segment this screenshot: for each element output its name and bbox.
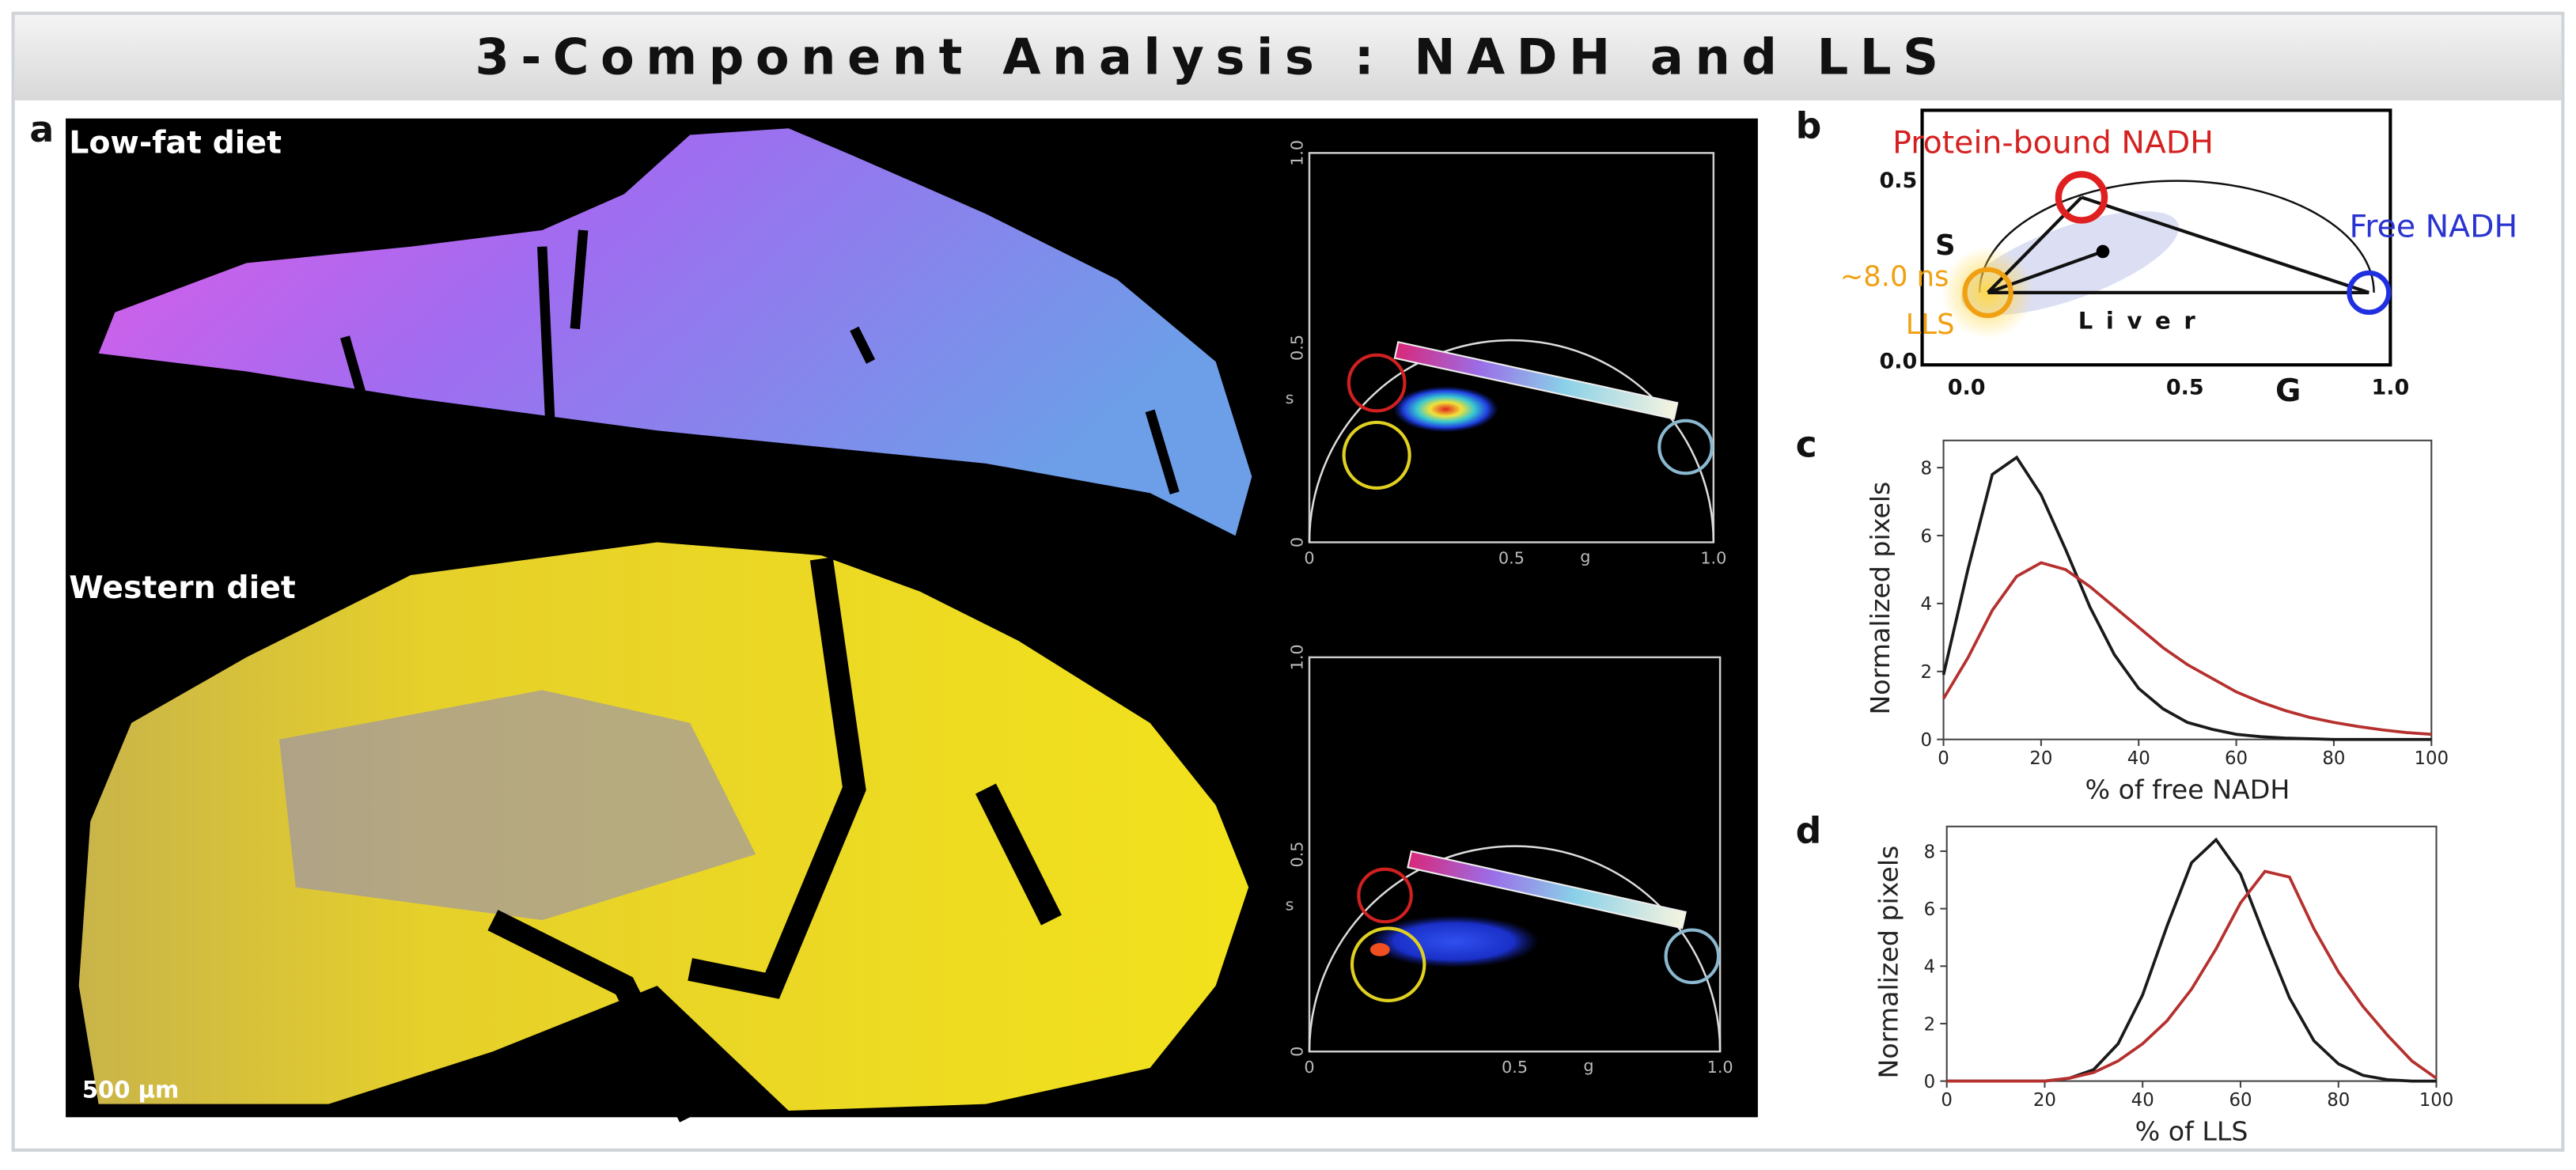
y-tick-label: 8 — [1924, 842, 1936, 862]
y-axis-label: S — [1935, 229, 1955, 262]
marker-circle — [2055, 171, 2108, 224]
y-tick-label: 0 — [1288, 1047, 1307, 1057]
x-axis-label: g — [1580, 547, 1590, 566]
x-tick-label: 1.0 — [1707, 1058, 1733, 1077]
x-tick-label: 20 — [2033, 1090, 2056, 1111]
x-tick-label: 0.5 — [2166, 376, 2204, 400]
x-tick-label: 20 — [2029, 748, 2052, 769]
phasor-peak — [1369, 943, 1390, 956]
y-tick-label: 8 — [1920, 458, 1932, 479]
line-series — [1946, 869, 2438, 1083]
y-tick-label: 1.0 — [1288, 644, 1307, 670]
x-tick-label: 40 — [2131, 1090, 2154, 1111]
phasor-frame — [1308, 152, 1715, 543]
x-tick-label: 60 — [2229, 1090, 2252, 1111]
y-tick-label: 0 — [1288, 537, 1307, 547]
x-tick-label: 1.0 — [2371, 376, 2409, 400]
panel-label: b — [1796, 105, 1822, 147]
annotation: ~8.0 ns — [1840, 261, 1949, 293]
semicircle — [1308, 845, 1722, 1052]
y-tick-label: 0.0 — [1879, 349, 1917, 373]
y-tick-label: 2 — [1924, 1014, 1936, 1035]
tissue-crack — [340, 229, 1180, 495]
header-bar — [14, 14, 2562, 100]
y-tick-label: 0 — [1920, 730, 1932, 751]
y-tick-label: 0 — [1924, 1072, 1936, 1092]
semicircle — [1308, 339, 1715, 543]
marker-circle — [1657, 418, 1714, 475]
x-tick-label: 100 — [2419, 1090, 2454, 1111]
x-tick-label: 0 — [1941, 1090, 1953, 1111]
plot-frame — [1945, 825, 2438, 1082]
x-tick-label: 0.0 — [1948, 376, 1986, 400]
image-label: Western diet — [69, 570, 296, 606]
x-tick-label: 80 — [2327, 1090, 2350, 1111]
annotation: LLS — [1906, 309, 1955, 341]
panel-label: a — [29, 108, 54, 150]
y-tick-label: 0.5 — [1288, 335, 1307, 361]
marker-circle — [1350, 926, 1426, 1002]
y-tick-label: 6 — [1924, 899, 1936, 920]
phasor-cloud — [1368, 914, 1540, 968]
marker-circle — [1962, 267, 2013, 319]
tissue-crack — [487, 557, 1062, 1123]
marker-circle — [1342, 420, 1411, 490]
y-tick-label: 6 — [1920, 526, 1932, 547]
annotation: Free NADH — [2349, 208, 2517, 244]
x-tick-label: 100 — [2414, 748, 2449, 769]
color-bar — [1407, 850, 1687, 930]
marker-circle — [1664, 928, 1721, 985]
panel-label: c — [1796, 424, 1817, 466]
line-series — [1941, 561, 2432, 736]
x-tick-label: 60 — [2225, 748, 2248, 769]
panel-label: d — [1796, 810, 1822, 852]
y-tick-label: 0.5 — [1288, 842, 1307, 868]
x-tick-label: 0.5 — [1502, 1058, 1528, 1077]
y-axis-label: s — [1286, 388, 1294, 407]
x-axis-label: G — [2275, 373, 2301, 409]
x-tick-label: 40 — [2127, 748, 2150, 769]
y-tick-label: 4 — [1920, 594, 1932, 615]
phasor-frame — [1308, 656, 1722, 1053]
annotation: Liver — [2078, 308, 2209, 335]
x-tick-label: 0 — [1304, 549, 1314, 568]
annotation: Protein-bound NADH — [1892, 124, 2214, 161]
y-tick-label: 0.5 — [1879, 168, 1917, 193]
triangle-line — [1987, 195, 2370, 294]
point — [2096, 244, 2110, 259]
x-axis-label: % of LLS — [2135, 1115, 2248, 1146]
tissue-region — [279, 690, 756, 921]
y-tick-label: 2 — [1920, 662, 1932, 683]
tissue-low-fat — [98, 128, 1252, 536]
x-tick-label: 80 — [2322, 748, 2345, 769]
scale-bar-label: 500 µm — [82, 1076, 179, 1103]
figure-title: 3-Component Analysis : NADH and LLS — [475, 28, 1949, 86]
phasor-cloud — [1392, 386, 1498, 433]
marker-circle — [1347, 353, 1407, 413]
color-bar — [1393, 341, 1679, 420]
x-tick-label: 0 — [1938, 748, 1949, 769]
y-axis-label: Normalized pixels — [1865, 482, 1896, 715]
x-tick-label: 1.0 — [1700, 549, 1726, 568]
y-axis-label: Normalized pixels — [1873, 846, 1904, 1079]
marker-circle — [1357, 867, 1413, 924]
y-axis-label: s — [1286, 895, 1294, 914]
y-tick-label: 4 — [1924, 957, 1936, 978]
image-label: Low-fat diet — [69, 124, 282, 161]
x-tick-label: 0.5 — [1498, 549, 1525, 568]
x-axis-label: g — [1583, 1056, 1593, 1075]
line-series — [1941, 455, 2432, 741]
marker-circle — [2347, 270, 2392, 315]
semicircle — [1978, 180, 2375, 293]
x-axis-label: % of free NADH — [2085, 774, 2290, 805]
x-tick-label: 0 — [1304, 1058, 1314, 1077]
plot-frame — [1942, 439, 2433, 740]
y-tick-label: 1.0 — [1288, 140, 1307, 166]
